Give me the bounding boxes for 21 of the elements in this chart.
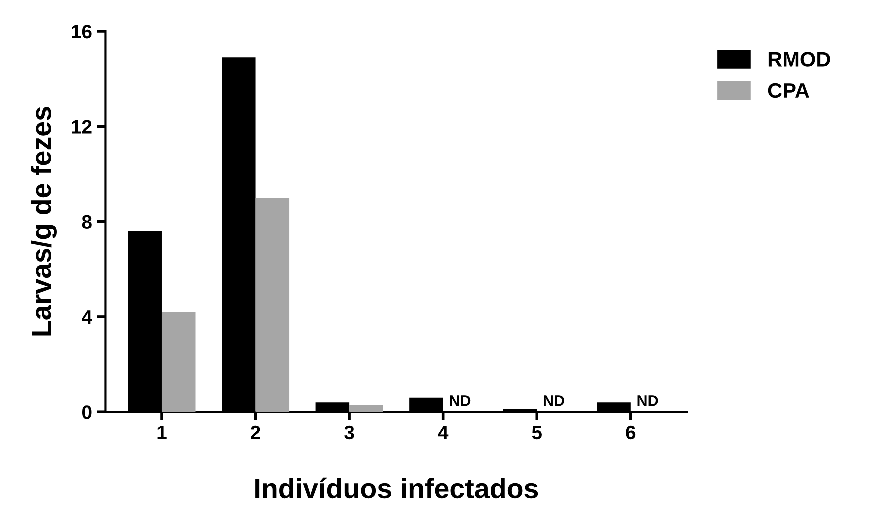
x-axis-title: Indivíduos infectados (256, 478, 538, 499)
y-tick-label: 8 (82, 215, 92, 230)
y-tick-label: 0 (82, 406, 92, 420)
annotation: ND (638, 396, 658, 406)
x-tick-label: 4 (438, 426, 449, 440)
y-axis-title: Larvas/g de fezes (30, 107, 58, 336)
y-tick-label: 4 (82, 310, 92, 324)
annotation: ND (450, 396, 471, 406)
x-tick-label: 6 (626, 426, 636, 440)
bar (162, 312, 196, 412)
x-tick-label: 2 (251, 426, 260, 440)
x-tick-label: 5 (532, 426, 542, 440)
x-tick-label: 3 (344, 426, 354, 440)
legend-label: RMOD (768, 52, 830, 67)
annotation: ND (544, 396, 564, 406)
x-tick-label: 1 (158, 426, 167, 440)
y-tick-label: 12 (72, 120, 92, 134)
bar (256, 198, 290, 412)
y-tick-label: 16 (72, 24, 92, 39)
bar (350, 404, 384, 412)
legend-label: CPA (768, 83, 810, 98)
